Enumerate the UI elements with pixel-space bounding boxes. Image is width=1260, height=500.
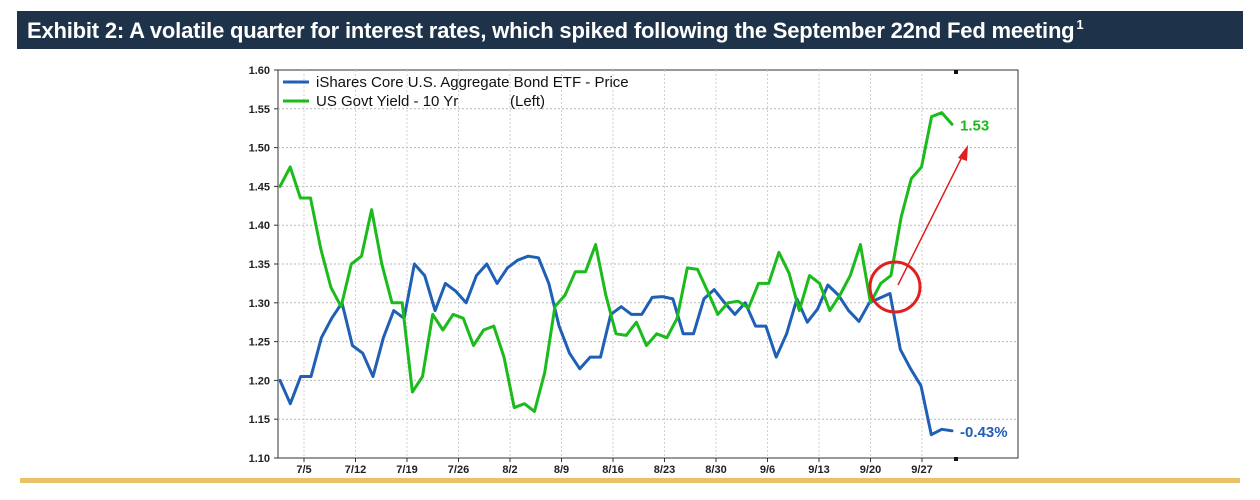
y-tick-label: 1.45 bbox=[249, 181, 270, 193]
x-tick-label: 7/19 bbox=[396, 464, 417, 476]
y-tick-label: 1.40 bbox=[249, 220, 270, 232]
footnote-marker: 1 bbox=[1076, 16, 1084, 32]
x-tick-label: 8/23 bbox=[654, 464, 675, 476]
x-tick-label: 9/20 bbox=[860, 464, 881, 476]
exhibit-title-bar: Exhibit 2: A volatile quarter for intere… bbox=[17, 11, 1243, 49]
x-tick-label: 9/27 bbox=[911, 464, 932, 476]
legend-label: iShares Core U.S. Aggregate Bond ETF - P… bbox=[316, 74, 629, 91]
y-tick-label: 1.25 bbox=[249, 337, 270, 349]
x-tick-label: 8/2 bbox=[502, 464, 517, 476]
highlight-circle bbox=[868, 260, 922, 314]
price-end-label: -0.43% bbox=[960, 424, 1008, 441]
legend-label: US Govt Yield - 10 Yr bbox=[316, 93, 458, 110]
trend-arrow bbox=[897, 156, 963, 286]
arrow-head bbox=[958, 145, 968, 161]
exhibit-title-text: Exhibit 2: A volatile quarter for intere… bbox=[27, 17, 1075, 43]
legend-suffix: (Left) bbox=[510, 93, 545, 110]
etf-price-line bbox=[278, 254, 954, 437]
corner-marker bbox=[954, 457, 958, 461]
x-tick-label: 7/12 bbox=[345, 464, 366, 476]
y-tick-label: 1.20 bbox=[249, 375, 270, 387]
x-tick-label: 9/13 bbox=[808, 464, 829, 476]
corner-marker bbox=[954, 70, 958, 74]
exhibit-title: Exhibit 2: A volatile quarter for intere… bbox=[27, 16, 1084, 44]
x-tick-label: 8/9 bbox=[554, 464, 569, 476]
y-tick-label: 1.35 bbox=[249, 259, 270, 271]
yield-end-label: 1.53 bbox=[960, 117, 989, 134]
x-tick-label: 7/26 bbox=[448, 464, 469, 476]
y-tick-label: 1.55 bbox=[249, 104, 270, 116]
x-tick-label: 7/5 bbox=[296, 464, 311, 476]
y-tick-label: 1.50 bbox=[249, 143, 270, 155]
bottom-rule bbox=[20, 478, 1240, 483]
y-tick-label: 1.60 bbox=[249, 65, 270, 77]
yield-line bbox=[278, 111, 954, 413]
y-tick-label: 1.15 bbox=[249, 414, 270, 426]
y-tick-label: 1.10 bbox=[249, 453, 270, 465]
x-tick-label: 9/6 bbox=[760, 464, 775, 476]
y-tick-label: 1.30 bbox=[249, 298, 270, 310]
x-tick-label: 8/30 bbox=[705, 464, 726, 476]
x-tick-label: 8/16 bbox=[602, 464, 623, 476]
